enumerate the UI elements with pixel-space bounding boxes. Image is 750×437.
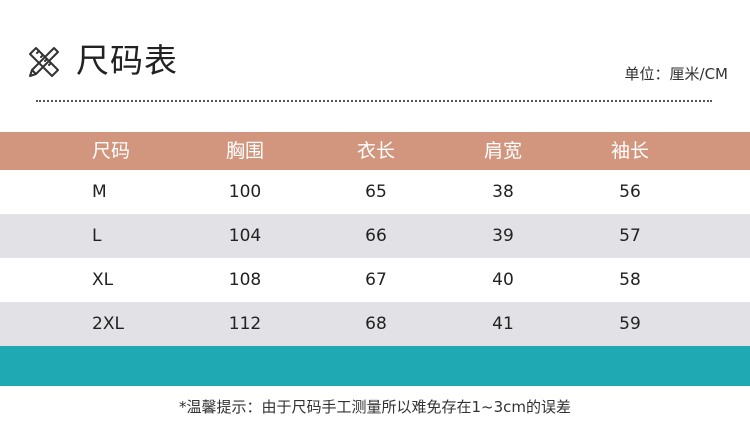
table-cell: XL: [92, 270, 114, 290]
table-cell: L: [92, 226, 102, 246]
column-header: 袖长: [610, 140, 649, 162]
column-header: 尺码: [92, 140, 131, 162]
table-cell: 68: [365, 314, 387, 334]
table-cell: 2XL: [92, 314, 124, 334]
size-table: 尺码 胸围 衣长 肩宽 袖长 M 100 65 38 56 L 104 66 3…: [0, 132, 750, 346]
table-cell: 41: [492, 314, 514, 334]
table-cell: 104: [228, 226, 262, 246]
dotted-divider: [36, 100, 712, 102]
table-header-row: 尺码 胸围 衣长 肩宽 袖长: [0, 132, 750, 170]
table-row: XL 108 67 40 58: [0, 258, 750, 302]
ruler-pencil-icon: [29, 47, 59, 77]
table-cell: 56: [619, 182, 641, 202]
table-cell: 66: [365, 226, 387, 246]
table-cell: 67: [365, 270, 387, 290]
header: 尺码表 单位：厘米/CM: [0, 0, 750, 110]
table-cell: 112: [228, 314, 262, 334]
table-cell: 59: [619, 314, 641, 334]
page-title: 尺码表: [76, 41, 178, 80]
table-cell: 58: [619, 270, 641, 290]
table-cell: 40: [492, 270, 514, 290]
table-cell: M: [92, 182, 107, 202]
column-header: 肩宽: [483, 140, 522, 162]
table-row: L 104 66 39 57: [0, 214, 750, 258]
table-cell: 100: [228, 182, 262, 202]
table-cell: 57: [619, 226, 641, 246]
table-row: 2XL 112 68 41 59: [0, 302, 750, 346]
footer-note: *温馨提示：由于尺码手工测量所以难免存在1~3cm的误差: [178, 398, 572, 416]
table-cell: 39: [492, 226, 514, 246]
table-cell: 108: [228, 270, 262, 290]
column-header: 衣长: [356, 140, 395, 162]
table-row: M 100 65 38 56: [0, 170, 750, 214]
table-cell: 65: [365, 182, 387, 202]
column-header: 胸围: [225, 140, 264, 162]
table-cell: 38: [492, 182, 514, 202]
accent-bar: [0, 346, 750, 386]
unit-label: 单位：厘米/CM: [624, 65, 728, 83]
